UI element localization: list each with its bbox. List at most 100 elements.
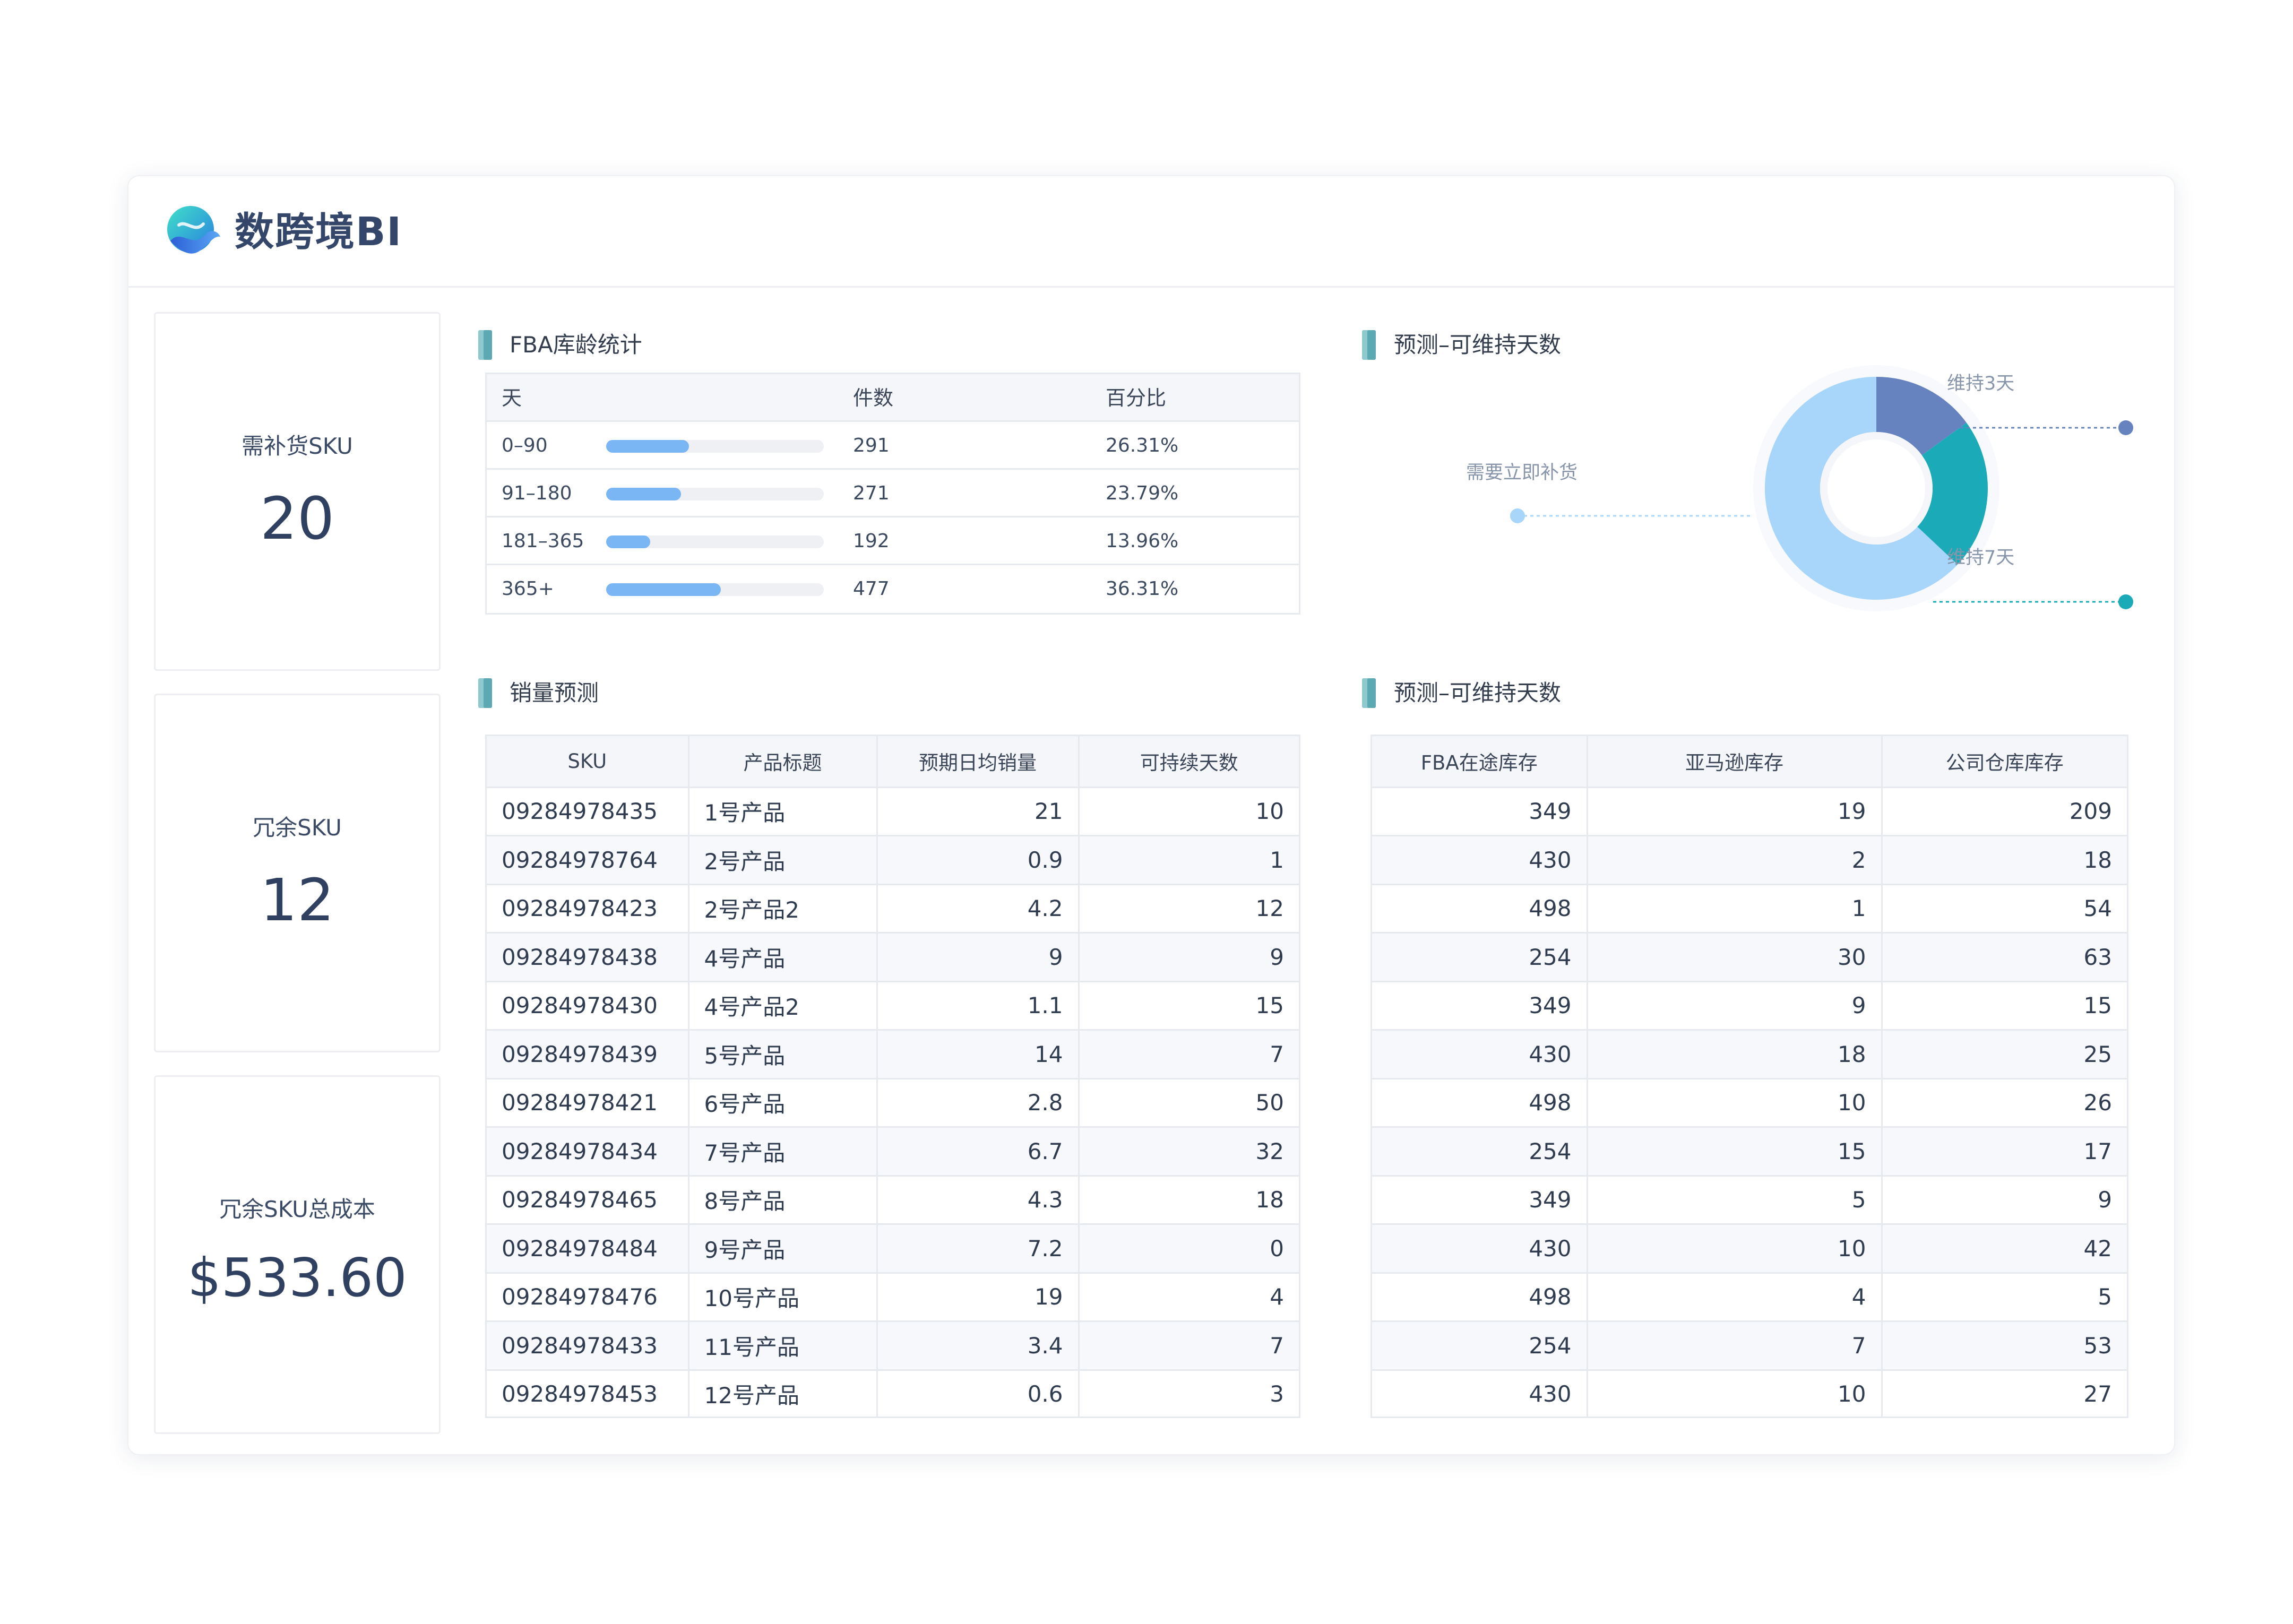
column-header: 产品标题 [688, 736, 878, 788]
dashboard-card: 数跨境BI 需补货SKU 20 冗余SKU 12 冗余SKU总成本 $533.6… [127, 175, 2175, 1455]
table-row: 09284978435 1号产品 21 10 [487, 787, 1299, 836]
sku-cell: 09284978423 [487, 884, 689, 934]
section-bookmark-icon [478, 330, 492, 360]
warehouse-stock-cell: 15 [1882, 981, 2127, 1031]
days-left-cell: 9 [1079, 932, 1299, 982]
column-header: 百分比 [1106, 386, 1167, 410]
days-left-cell: 32 [1079, 1127, 1299, 1177]
warehouse-stock-cell: 18 [1882, 835, 2127, 885]
app-header: 数跨境BI [128, 176, 2174, 288]
warehouse-stock-cell: 25 [1882, 1030, 2127, 1079]
table-row: 09284978439 5号产品 14 7 [487, 1030, 1299, 1079]
column-header: 可持续天数 [1079, 736, 1299, 788]
days-left-cell: 7 [1079, 1030, 1299, 1079]
table-row: 0–90 291 26.31% [487, 422, 1299, 470]
section-bookmark-icon [1362, 330, 1376, 360]
amazon-stock-cell: 2 [1587, 835, 1883, 885]
share-bar-fill [606, 583, 721, 596]
amazon-stock-cell: 10 [1587, 1078, 1883, 1128]
brand-logo-icon [167, 206, 220, 254]
daily-sales-cell: 6.7 [877, 1127, 1080, 1177]
product-title-cell: 12号产品 [688, 1370, 878, 1416]
column-header: SKU [487, 736, 689, 788]
share-bar [606, 583, 824, 596]
sku-cell: 09284978438 [487, 932, 689, 982]
table-row: 09284978433 11号产品 3.4 7 [487, 1321, 1299, 1371]
product-title-cell: 5号产品 [688, 1030, 878, 1079]
product-title-cell: 7号产品 [688, 1127, 878, 1177]
table-row: 09284978465 8号产品 4.3 18 [487, 1176, 1299, 1225]
daily-sales-cell: 2.8 [877, 1078, 1080, 1128]
table-row: 349 19 209 [1372, 787, 2127, 836]
amazon-stock-cell: 10 [1587, 1224, 1883, 1274]
table-row: 498 1 54 [1372, 884, 2127, 934]
age-range: 365+ [502, 578, 554, 600]
amazon-stock-cell: 30 [1587, 932, 1883, 982]
warehouse-stock-cell: 54 [1882, 884, 2127, 934]
brand-name: 数跨境BI [235, 209, 402, 255]
age-count: 271 [853, 482, 890, 504]
age-percent: 23.79% [1106, 482, 1179, 504]
table-row: 430 18 25 [1372, 1030, 2127, 1079]
sku-cell: 09284978421 [487, 1078, 689, 1128]
table-row: 181–365 192 13.96% [487, 517, 1299, 565]
days-left-cell: 10 [1079, 787, 1299, 836]
amazon-stock-cell: 4 [1587, 1273, 1883, 1322]
table-row: 91–180 271 23.79% [487, 470, 1299, 517]
amazon-stock-cell: 19 [1587, 787, 1883, 836]
sku-cell: 09284978439 [487, 1030, 689, 1079]
column-header: 天 [502, 386, 522, 410]
sku-cell: 09284978433 [487, 1321, 689, 1371]
callout-dot-immediate [1510, 508, 1525, 523]
table-header-row: 天 件数 百分比 [487, 374, 1299, 422]
days-left-cell: 7 [1079, 1321, 1299, 1371]
product-title-cell: 4号产品 [688, 932, 878, 982]
donut-slice-days7 [1917, 422, 1988, 565]
donut-chart [1510, 365, 2133, 611]
daily-sales-cell: 7.2 [877, 1224, 1080, 1274]
amazon-stock-cell: 7 [1587, 1321, 1883, 1371]
sku-cell: 09284978476 [487, 1273, 689, 1322]
callout-dot-3days [2118, 420, 2133, 435]
daily-sales-cell: 21 [877, 787, 1080, 836]
donut-label-immediate: 需要立即补货 [1466, 462, 1578, 483]
age-range: 181–365 [502, 530, 584, 552]
table-row: 430 10 27 [1372, 1370, 2127, 1416]
warehouse-stock-cell: 9 [1882, 1176, 2127, 1225]
age-count: 192 [853, 530, 890, 552]
fba-in-transit-cell: 430 [1372, 1224, 1588, 1274]
share-bar [606, 535, 824, 548]
fba-in-transit-cell: 254 [1372, 1321, 1588, 1371]
fba-in-transit-cell: 498 [1372, 884, 1588, 934]
product-title-cell: 2号产品2 [688, 884, 878, 934]
table-row: 09284978423 2号产品2 4.2 12 [487, 884, 1299, 934]
table-row: 349 5 9 [1372, 1176, 2127, 1225]
amazon-stock-cell: 9 [1587, 981, 1883, 1031]
age-percent: 26.31% [1106, 435, 1179, 456]
warehouse-stock-cell: 5 [1882, 1273, 2127, 1322]
amazon-stock-cell: 10 [1587, 1370, 1883, 1416]
table-row: 498 10 26 [1372, 1078, 2127, 1128]
table-row: 09284978421 6号产品 2.8 50 [487, 1078, 1299, 1128]
age-range: 0–90 [502, 435, 548, 456]
table-row: 254 15 17 [1372, 1127, 2127, 1177]
product-title-cell: 11号产品 [688, 1321, 878, 1371]
daily-sales-cell: 3.4 [877, 1321, 1080, 1371]
daily-sales-cell: 0.6 [877, 1370, 1080, 1416]
table-row: 430 2 18 [1372, 835, 2127, 885]
kpi-value: $533.60 [187, 1247, 407, 1309]
share-bar-fill [606, 488, 681, 500]
warehouse-stock-cell: 209 [1882, 787, 2127, 836]
product-title-cell: 10号产品 [688, 1273, 878, 1322]
sku-cell: 09284978465 [487, 1176, 689, 1225]
share-bar-fill [606, 440, 689, 453]
table-row: 09284978438 4号产品 9 9 [487, 932, 1299, 982]
donut-label-3days: 维持3天 [1947, 373, 2015, 394]
warehouse-stock-cell: 27 [1882, 1370, 2127, 1416]
column-header: 亚马逊库存 [1587, 736, 1883, 788]
fba-in-transit-cell: 349 [1372, 1176, 1588, 1225]
product-title-cell: 9号产品 [688, 1224, 878, 1274]
share-bar [606, 488, 824, 500]
fba-in-transit-cell: 254 [1372, 1127, 1588, 1177]
kpi-card-surplus-sku: 冗余SKU 12 [154, 694, 441, 1052]
